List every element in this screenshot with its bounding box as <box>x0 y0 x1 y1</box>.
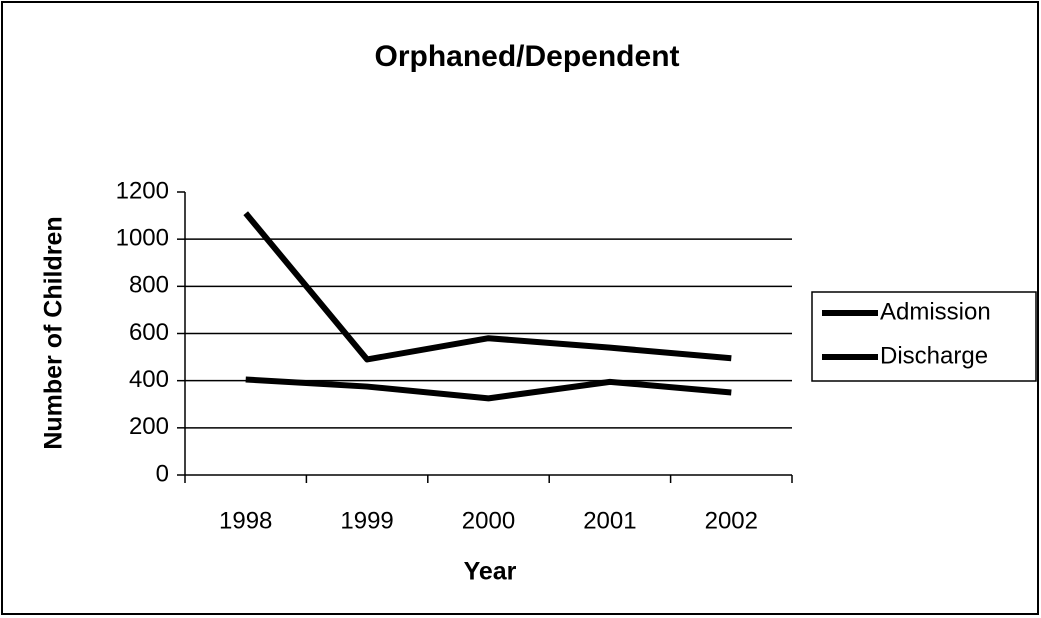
series-line <box>245 376 732 402</box>
x-tick-label: 1999 <box>340 507 393 534</box>
y-axis-label: Number of Children <box>40 216 68 449</box>
x-tick-label: 1998 <box>219 507 272 534</box>
x-tick-label: 2002 <box>705 507 758 534</box>
y-tick-label: 200 <box>129 413 169 440</box>
legend-label: Admission <box>880 298 991 325</box>
y-tick-label: 400 <box>129 366 169 393</box>
y-tick-label: 0 <box>156 460 169 487</box>
legend-label: Discharge <box>880 342 988 369</box>
x-tick-label: 2000 <box>462 507 515 534</box>
y-tick-label: 1000 <box>116 225 169 252</box>
y-tick-label: 800 <box>129 272 169 299</box>
legend-box <box>811 291 1037 382</box>
series-line <box>243 211 732 363</box>
x-tick-label: 2001 <box>583 507 636 534</box>
chart-title: Orphaned/Dependent <box>374 40 679 73</box>
y-tick-label: 1200 <box>116 177 169 204</box>
x-axis-label: Year <box>464 558 517 586</box>
y-tick-label: 600 <box>129 319 169 346</box>
